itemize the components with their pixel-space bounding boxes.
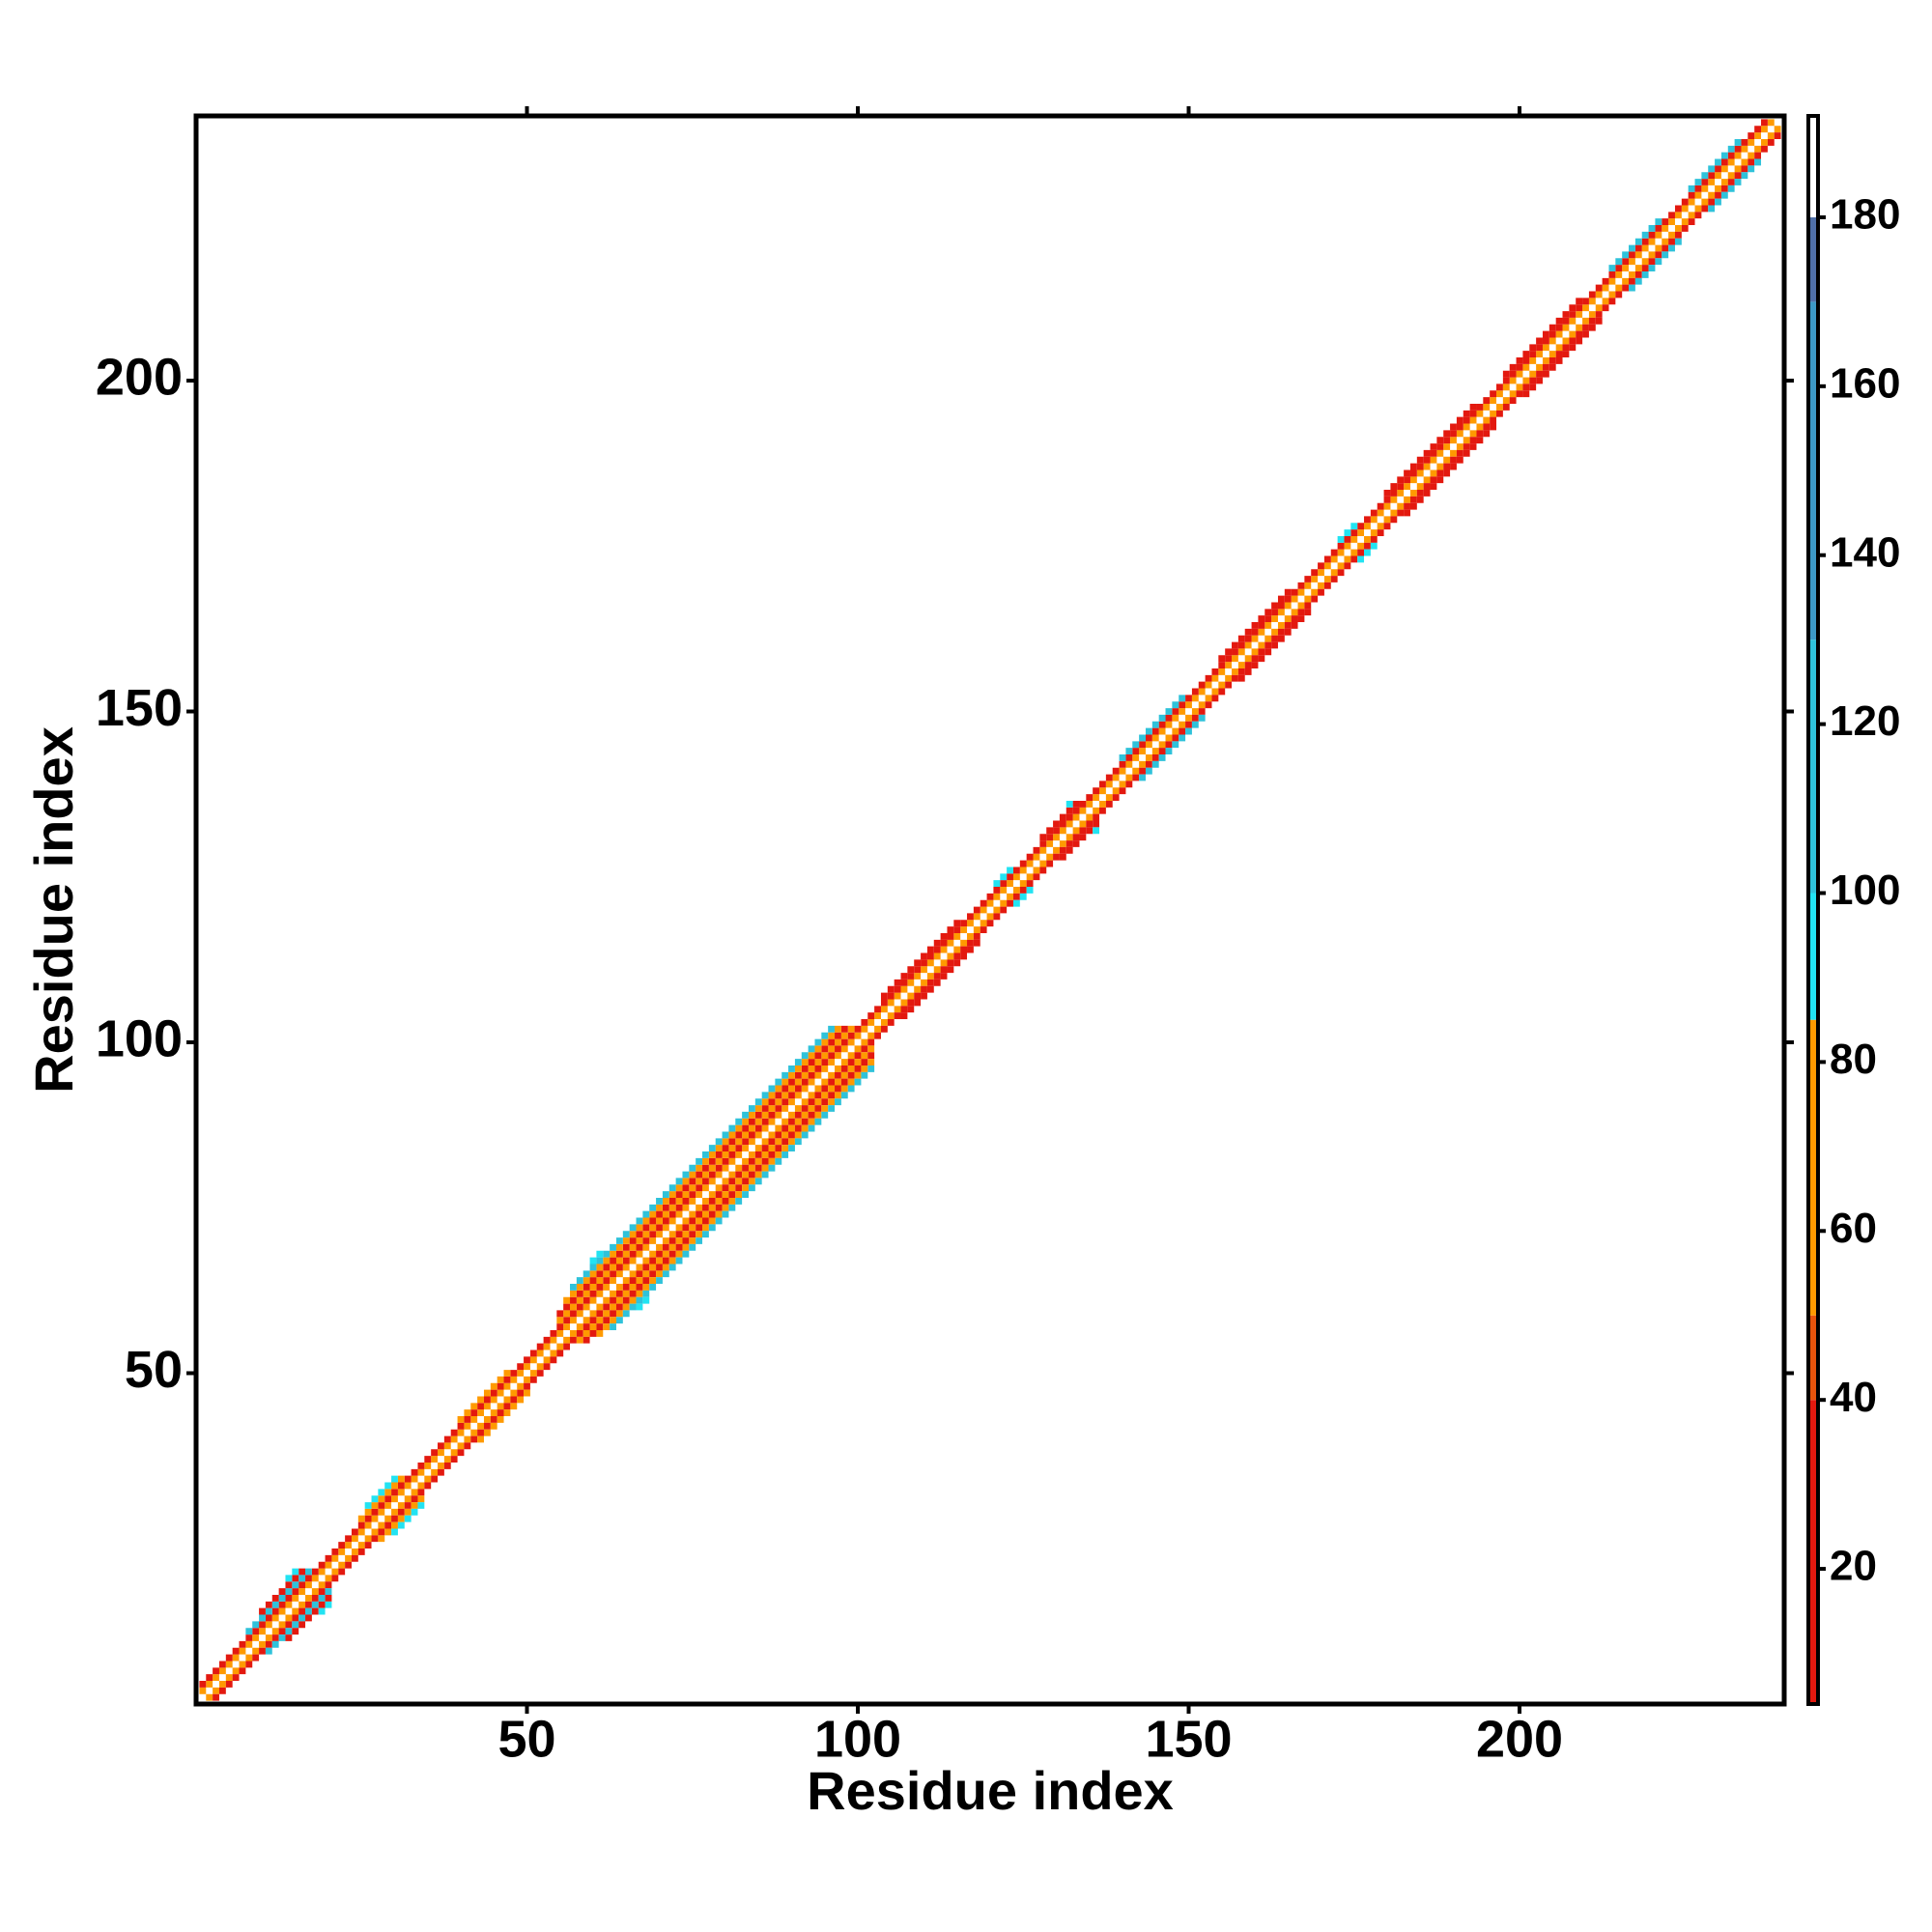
heatmap-band	[364, 1475, 425, 1536]
colorbar-tick-label: 80	[1830, 1036, 1877, 1083]
colorbar-segment	[1808, 116, 1818, 217]
colorbar-tick-label: 180	[1830, 191, 1900, 239]
plot-frame	[193, 113, 1787, 1707]
colorbar-frame	[1806, 114, 1820, 1706]
colorbar-tick-label: 160	[1830, 359, 1900, 407]
colorbar-segment	[1808, 639, 1818, 894]
heatmap-band	[1688, 138, 1762, 213]
heatmap-band	[1065, 800, 1100, 835]
colorbar-tick-label: 100	[1830, 867, 1900, 914]
y-tick-label: 150	[96, 679, 183, 737]
x-axis-title: Residue index	[807, 1760, 1174, 1821]
heatmap-band	[457, 1370, 530, 1443]
x-tick-label: 150	[1145, 1710, 1232, 1768]
colorbar-tick-label: 120	[1830, 697, 1900, 745]
colorbar-segment	[1808, 1400, 1818, 1704]
colorbar-tick-label: 140	[1830, 528, 1900, 576]
x-tick-label: 100	[814, 1710, 901, 1768]
colorbar-segment	[1808, 1315, 1818, 1401]
colorbar-tick-label: 20	[1830, 1543, 1877, 1590]
heatmap-band	[1608, 218, 1682, 292]
y-tick-label: 100	[96, 1009, 183, 1067]
heatmap-band	[1337, 523, 1378, 563]
colorbar-segment	[1808, 301, 1818, 640]
x-tick-label: 200	[1476, 1710, 1563, 1768]
x-tick-label: 50	[497, 1710, 555, 1768]
colorbar-tick-label: 40	[1830, 1374, 1877, 1421]
y-tick-label: 200	[96, 348, 183, 406]
colorbar-segment	[1808, 1019, 1818, 1316]
heatmap-band	[993, 867, 1034, 907]
heatmap-band	[199, 119, 1781, 1701]
colorbar-tick-label: 60	[1830, 1205, 1877, 1252]
y-axis-title: Residue index	[23, 726, 84, 1094]
colorbar-segment	[1808, 893, 1818, 1020]
y-tick-label: 50	[125, 1341, 183, 1399]
heatmap-band	[1039, 800, 1100, 861]
colorbar-segment	[1808, 216, 1818, 302]
